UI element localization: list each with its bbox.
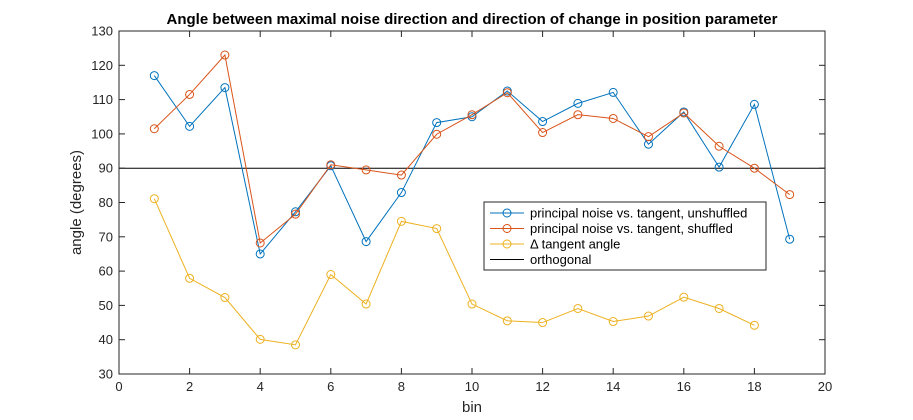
x-tick-label: 6	[327, 379, 334, 394]
data-point-s3-17	[714, 303, 724, 313]
data-point-s2-15	[644, 132, 653, 142]
chart-title: Angle between maximal noise direction an…	[167, 11, 778, 28]
data-point-s3-13	[573, 303, 583, 313]
legend-label-4: orthogonal	[530, 252, 592, 267]
data-point-s2-12	[538, 128, 548, 138]
data-point-s2-18	[749, 163, 759, 173]
data-point-s3-8	[396, 216, 406, 226]
axes: 0 2 4 6 8 10 12 14 16 18 20 30 40 50 60 70 80 90 100 110 120…	[91, 24, 832, 395]
x-tick-label: 16	[677, 379, 691, 394]
data-point-s3-9	[432, 224, 442, 234]
x-tick-label: 10	[465, 379, 479, 394]
legend-box	[483, 201, 767, 271]
x-tick-label: 18	[747, 379, 761, 394]
data-point-s2-11	[502, 88, 512, 98]
data-point-s1-2	[185, 121, 195, 131]
plot-content	[119, 50, 825, 350]
data-point-s1-1	[149, 71, 159, 81]
x-tick-label: 4	[257, 379, 264, 394]
data-point-s3-10	[467, 299, 477, 309]
data-point-s2-2	[185, 89, 195, 99]
legend-marker-1	[502, 208, 512, 218]
data-point-s1-8	[396, 188, 406, 198]
data-point-s3-6	[326, 270, 336, 280]
x-axis-label: bin	[462, 399, 482, 416]
data-point-s1-12	[538, 117, 548, 127]
data-point-s1-7	[361, 237, 371, 247]
data-point-s1-4	[255, 249, 265, 259]
data-point-s2-4	[255, 238, 265, 248]
series-line-3	[153, 198, 755, 346]
x-tick-label: 8	[398, 379, 405, 394]
data-point-s3-15	[644, 311, 653, 321]
x-tick-label: 20	[818, 379, 832, 394]
data-point-s2-14	[608, 113, 618, 123]
legend-label-3: Δ tangent angle	[530, 237, 620, 252]
legend-marker-2	[502, 224, 512, 233]
data-point-s1-3	[220, 83, 230, 93]
data-point-s2-16	[679, 108, 689, 118]
legend: principal noise vs. tangent, unshuffledp…	[483, 201, 767, 271]
y-tick-label: 70	[99, 229, 113, 244]
data-point-s2-13	[573, 110, 583, 120]
data-point-s2-17	[714, 141, 724, 151]
y-tick-label: 60	[99, 264, 113, 279]
x-tick-label: 14	[606, 379, 620, 394]
y-tick-label: 50	[99, 298, 113, 313]
data-point-s2-1	[149, 124, 159, 134]
data-point-s3-12	[538, 318, 548, 328]
data-point-s2-19	[785, 190, 795, 200]
data-point-s3-1	[149, 194, 159, 204]
data-point-s2-8	[396, 170, 406, 180]
legend-label-2: principal noise vs. tangent, shuffled	[530, 221, 733, 236]
x-tick-label: 12	[535, 379, 549, 394]
data-point-s1-19	[785, 234, 795, 244]
data-point-s3-2	[185, 273, 195, 283]
data-point-s2-9	[432, 129, 442, 139]
data-point-s2-10	[467, 110, 477, 120]
y-tick-label: 40	[99, 332, 113, 347]
y-tick-label: 80	[99, 195, 113, 210]
legend-label-1: principal noise vs. tangent, unshuffled	[530, 206, 747, 221]
y-tick-label: 130	[91, 24, 113, 39]
legend-marker-3	[502, 239, 512, 249]
series-line-2	[153, 53, 790, 244]
data-point-s2-6	[326, 160, 336, 170]
y-tick-label: 100	[91, 126, 113, 141]
y-axis-label: angle (degrees)	[68, 150, 85, 255]
data-point-s3-7	[361, 299, 371, 309]
data-point-s1-14	[608, 87, 618, 97]
x-tick-label: 2	[186, 379, 193, 394]
y-tick-label: 110	[92, 92, 113, 107]
data-point-s2-7	[361, 165, 371, 175]
data-point-s3-14	[608, 317, 618, 327]
data-point-s1-9	[432, 118, 442, 128]
y-tick-label: 90	[99, 161, 113, 176]
data-point-s3-4	[255, 334, 265, 344]
data-point-s2-3	[220, 50, 230, 60]
series-line-1	[153, 75, 791, 256]
data-point-s3-11	[502, 316, 512, 326]
data-point-s2-5	[291, 209, 300, 219]
data-point-s1-5	[291, 207, 300, 217]
data-point-s3-3	[220, 293, 230, 303]
data-point-s3-18	[749, 320, 759, 330]
data-point-s3-16	[679, 292, 689, 302]
y-tick-label: 120	[91, 58, 113, 73]
x-tick-label: 0	[115, 379, 122, 394]
data-point-s1-13	[573, 98, 583, 108]
data-point-s1-17	[714, 162, 724, 172]
y-tick-label: 30	[99, 367, 113, 382]
data-point-s3-5	[291, 340, 300, 350]
data-point-s1-18	[749, 99, 759, 109]
